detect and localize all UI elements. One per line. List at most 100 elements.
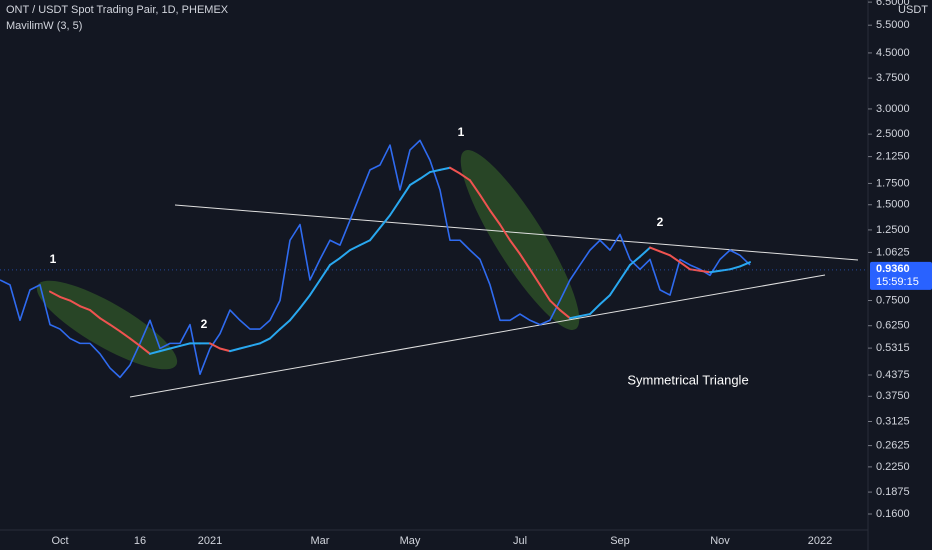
y-tick-label: 1.2500 (876, 224, 910, 236)
indicator-segment (249, 342, 261, 347)
y-tick-label: 0.3750 (876, 390, 910, 402)
indicator-segment (659, 250, 671, 257)
indicator-segment (89, 309, 101, 320)
y-tick-label: 0.7500 (876, 294, 910, 306)
indicator-segment (589, 303, 601, 316)
indicator-segment (439, 166, 451, 171)
indicator-segment (219, 347, 231, 353)
indicator-segment (299, 294, 311, 310)
indicator-segment (359, 239, 371, 247)
indicator-segment (259, 337, 271, 345)
indicator-segment (79, 305, 91, 312)
indicator-segment (429, 168, 441, 174)
x-tick-label: 16 (134, 535, 146, 547)
x-tick-label: 2022 (808, 535, 832, 547)
indicator-segment (689, 268, 701, 272)
y-tick-label: 5.5000 (876, 19, 910, 31)
indicator-segment (149, 350, 161, 355)
indicator-segment (529, 268, 541, 286)
indicator-segment (599, 294, 611, 306)
indicator-label: MavilimW (3, 5) (6, 20, 82, 32)
indicator-segment (139, 344, 151, 355)
indicator-segment (729, 265, 741, 271)
indicator-segment (109, 323, 121, 333)
indicator-segment (239, 344, 251, 350)
indicator-segment (179, 342, 191, 347)
x-tick-label: Sep (610, 535, 630, 547)
highlight-ellipse (460, 150, 580, 330)
x-tick-label: 2021 (198, 535, 222, 547)
indicator-segment (489, 209, 501, 226)
y-tick-label: 4.5000 (876, 47, 910, 59)
x-tick-label: Nov (710, 535, 730, 547)
indicator-segment (329, 257, 341, 266)
x-tick-label: Mar (311, 535, 330, 547)
indicator-segment (339, 249, 351, 260)
indicator-segment (459, 172, 471, 182)
y-tick-label: 2.1250 (876, 151, 910, 163)
chart-title: ONT / USDT Spot Trading Pair, 1D, PHEMEX (6, 4, 229, 16)
indicator-segment (669, 254, 681, 264)
x-tick-label: Jul (513, 535, 527, 547)
indicator-segment (399, 184, 411, 202)
price-tag (870, 261, 932, 290)
indicator-segment (679, 261, 691, 271)
indicator-segment (269, 328, 281, 340)
indicator-segment (739, 261, 751, 268)
indicator-segment (159, 347, 171, 353)
indicator-segment (119, 330, 131, 340)
indicator-segment (549, 299, 561, 312)
x-tick-label: Oct (51, 535, 68, 547)
annotation: 2 (657, 215, 664, 229)
trend-line (174, 204, 859, 261)
indicator-segment (469, 179, 481, 196)
indicator-segment (209, 342, 221, 350)
indicator-segment (279, 319, 291, 331)
annotation: Symmetrical Triangle (627, 372, 748, 387)
indicator-segment (419, 171, 431, 180)
indicator-segment (649, 246, 661, 253)
indicator-segment (349, 244, 361, 252)
indicator-segment (629, 255, 641, 266)
indicator-segment (309, 279, 321, 297)
indicator-segment (559, 309, 571, 320)
indicator-segment (129, 337, 141, 347)
y-tick-label: 0.3125 (876, 415, 910, 427)
y-tick-label: 0.6250 (876, 320, 910, 332)
y-unit: USDT (898, 4, 928, 16)
indicator-segment (709, 269, 721, 274)
indicator-segment (569, 315, 581, 320)
y-tick-label: 1.0625 (876, 246, 910, 258)
y-tick-label: 1.5000 (876, 199, 910, 211)
y-tick-label: 3.7500 (876, 72, 910, 84)
y-tick-label: 3.0000 (876, 103, 910, 115)
indicator-segment (619, 263, 631, 282)
y-tick-label: 0.1600 (876, 508, 910, 520)
indicator-segment (99, 317, 111, 326)
indicator-segment (369, 226, 381, 242)
y-tick-label: 1.7500 (876, 177, 910, 189)
indicator-segment (69, 299, 81, 308)
y-tick-label: 6.5000 (876, 0, 910, 8)
y-tick-label: 0.2625 (876, 439, 910, 451)
indicator-segment (319, 263, 331, 282)
annotation: 1 (458, 125, 465, 139)
y-tick-label: 0.4375 (876, 369, 910, 381)
y-tick-label: 0.1875 (876, 486, 910, 498)
indicator-segment (499, 223, 511, 242)
indicator-segment (519, 253, 531, 271)
y-tick-label: 2.5000 (876, 128, 910, 140)
plot (0, 139, 751, 379)
price-tag-label: 0.9360 (876, 263, 910, 275)
indicator-segment (579, 313, 591, 318)
indicator-segment (289, 307, 301, 322)
indicator-segment (539, 283, 551, 302)
annotation: 1 (50, 252, 57, 266)
indicator-segment (49, 290, 61, 298)
indicator-segment (229, 347, 241, 353)
indicator-segment (169, 344, 181, 350)
indicator-segment (479, 193, 491, 212)
indicator-segment (699, 269, 711, 274)
